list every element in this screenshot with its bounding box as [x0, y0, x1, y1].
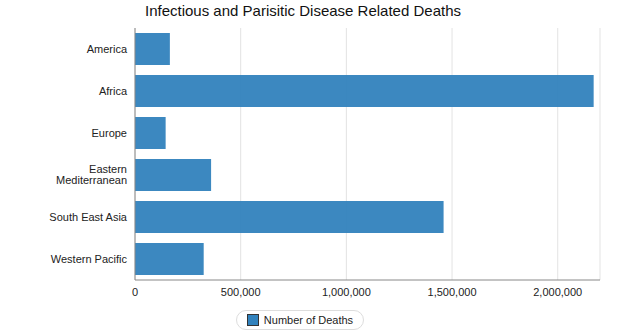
svg-text:1,000,000: 1,000,000 [322, 286, 371, 298]
html-text:Infectious and Parisitic Disea: Infectious and Parisitic Disease Related… [145, 2, 461, 19]
svg-text:2,000,000: 2,000,000 [533, 286, 582, 298]
html-text:Number of Deaths: Number of Deaths [263, 314, 354, 326]
svg-text:America: America [87, 43, 128, 55]
svg-text:1,500,000: 1,500,000 [428, 286, 477, 298]
svg-text:Western Pacific: Western Pacific [51, 253, 128, 265]
svg-text:EasternMediterranean: EasternMediterranean [56, 163, 127, 186]
svg-text:South East Asia: South East Asia [49, 211, 128, 223]
svg-text:0: 0 [132, 286, 138, 298]
svg-text:500,000: 500,000 [221, 286, 261, 298]
svg-text:Africa: Africa [99, 85, 128, 97]
svg-text:Europe: Europe [92, 127, 127, 139]
